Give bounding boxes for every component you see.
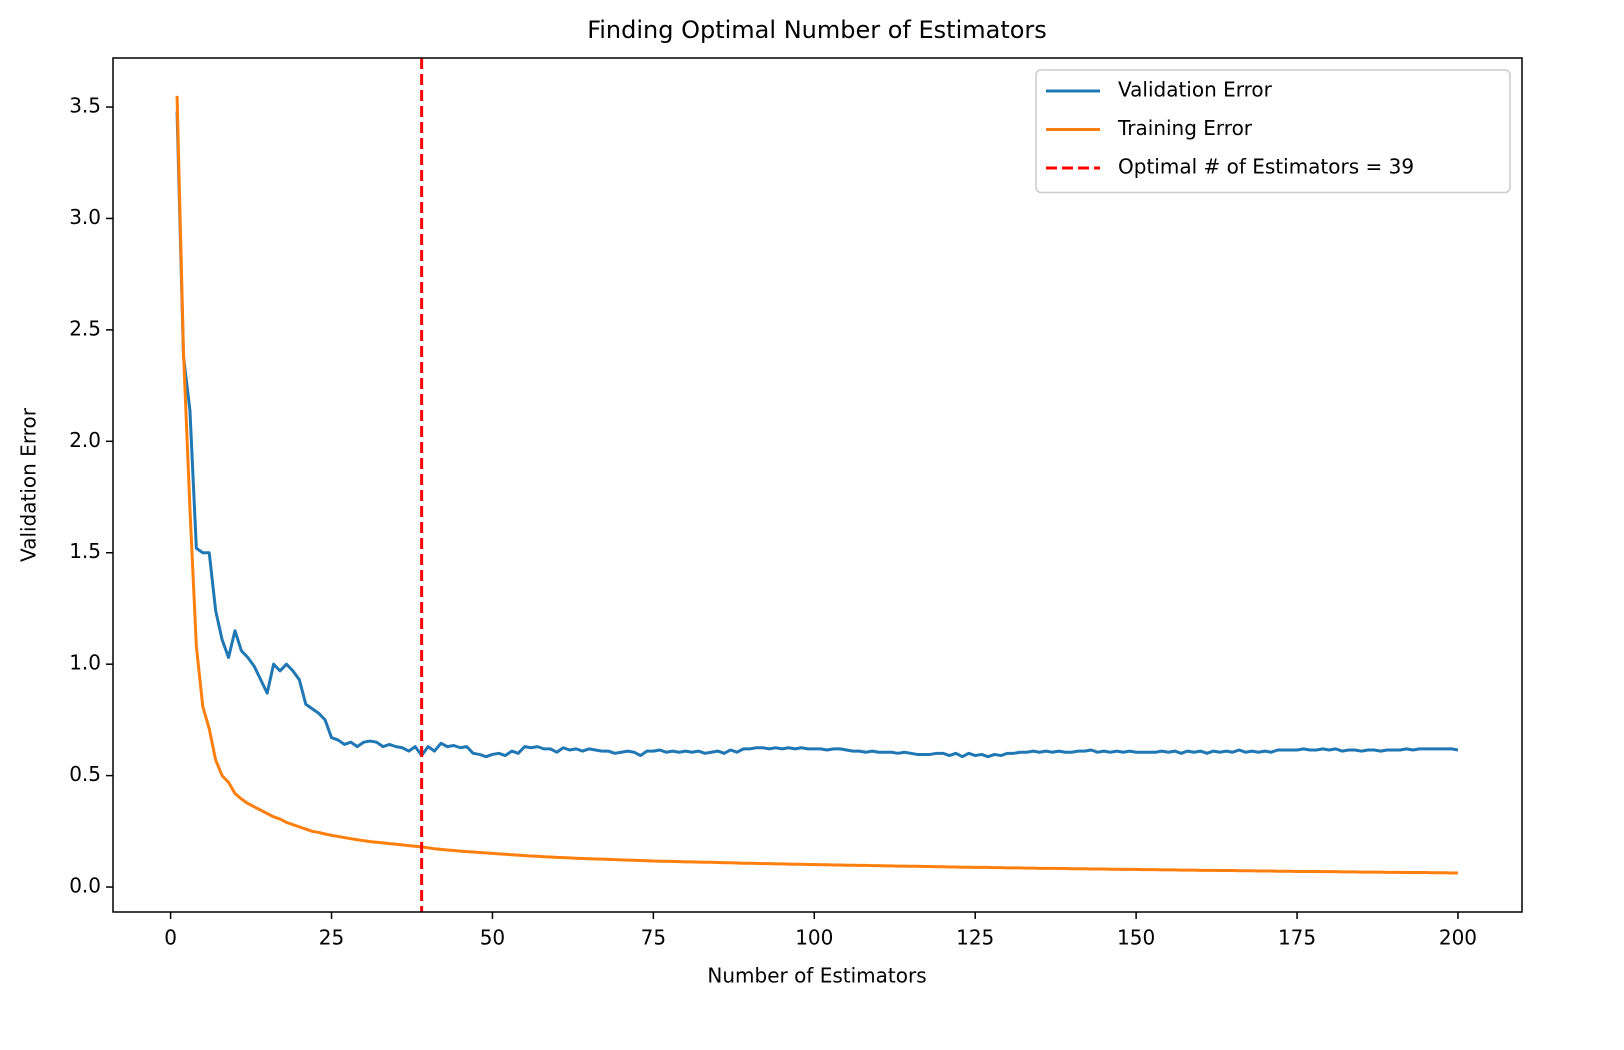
axes-frame <box>112 57 1523 913</box>
y-tick-label: 1.5 <box>69 539 101 563</box>
chart-title: Finding Optimal Number of Estimators <box>587 16 1047 44</box>
x-tick-label: 125 <box>956 926 994 950</box>
legend-box <box>1035 69 1511 194</box>
y-axis-label: Validation Error <box>17 407 41 562</box>
y-tick-label: 2.0 <box>69 428 101 452</box>
x-tick-label: 150 <box>1117 926 1155 950</box>
y-tick-label: 3.5 <box>69 94 101 118</box>
x-axis-label: Number of Estimators <box>707 964 926 988</box>
legend-label: Optimal # of Estimators = 39 <box>1118 155 1414 179</box>
y-tick-label: 0.5 <box>69 762 101 786</box>
x-tick-label: 100 <box>795 926 833 950</box>
data-line <box>175 111 1459 759</box>
y-tick-label: 0.0 <box>69 874 101 898</box>
legend-label: Validation Error <box>1118 78 1273 102</box>
x-tick-label: 75 <box>641 926 666 950</box>
y-tick-label: 1.0 <box>69 651 101 675</box>
legend-label: Training Error <box>1117 116 1253 140</box>
data-line <box>175 95 1458 875</box>
y-tick-label: 2.5 <box>69 316 101 340</box>
y-tick-label: 3.0 <box>69 205 101 229</box>
x-tick-label: 50 <box>480 926 505 950</box>
x-tick-label: 200 <box>1439 926 1477 950</box>
x-tick-label: 0 <box>164 926 177 950</box>
x-tick-label: 175 <box>1278 926 1316 950</box>
x-tick-label: 25 <box>319 926 344 950</box>
